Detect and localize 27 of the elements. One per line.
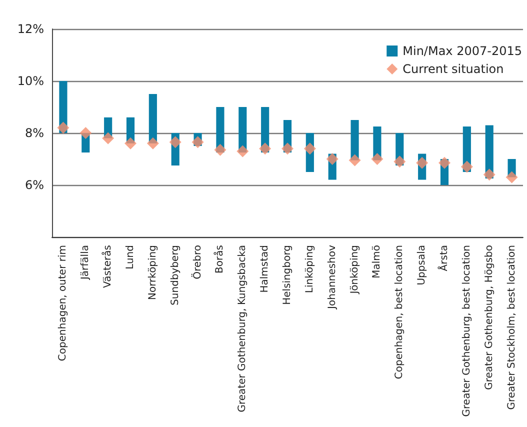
- x-tick-label: Norrköping: [147, 245, 158, 300]
- x-tick-label: Greater Gothenburg, Högsbo: [484, 245, 495, 390]
- x-tick-label: Malmö: [372, 245, 383, 278]
- x-tick-label: Copenhagen, outer rim: [58, 245, 69, 362]
- x-tick-label: Greater Gothenburg, best location: [461, 245, 472, 417]
- x-tick-label: Jönköping: [349, 245, 360, 295]
- legend-label: Current situation: [402, 62, 504, 76]
- x-tick-label: Sundbyberg: [170, 245, 181, 306]
- x-tick-label: Copenhagen, best location: [394, 245, 406, 380]
- x-tick-label: Årsta: [437, 245, 450, 272]
- x-tick-label: Greater Gothenburg, Kungsbacka: [237, 245, 248, 412]
- y-tick-label: 6%: [24, 178, 44, 192]
- x-tick-label: Halmstad: [260, 245, 271, 293]
- x-tick-label: Lund: [125, 245, 136, 270]
- x-tick-label: Helsingborg: [282, 245, 293, 305]
- x-tick-label: Borås: [214, 245, 226, 274]
- y-tick-label: 12%: [17, 22, 44, 36]
- y-tick-label: 8%: [24, 126, 44, 140]
- x-tick-label: Greater Stockholm, best location: [506, 245, 518, 410]
- x-tick-label: Johanneshov: [326, 244, 338, 310]
- x-tick-label: Linköping: [304, 245, 316, 294]
- x-tick-label: Örebro: [190, 245, 204, 280]
- legend-label: Min/Max 2007-2015: [402, 44, 522, 58]
- x-tick-label: Uppsala: [416, 245, 428, 286]
- x-tick-label: Västerås: [102, 245, 114, 288]
- x-tick-label: Järfälla: [80, 245, 92, 281]
- y-tick-label: 10%: [17, 74, 44, 88]
